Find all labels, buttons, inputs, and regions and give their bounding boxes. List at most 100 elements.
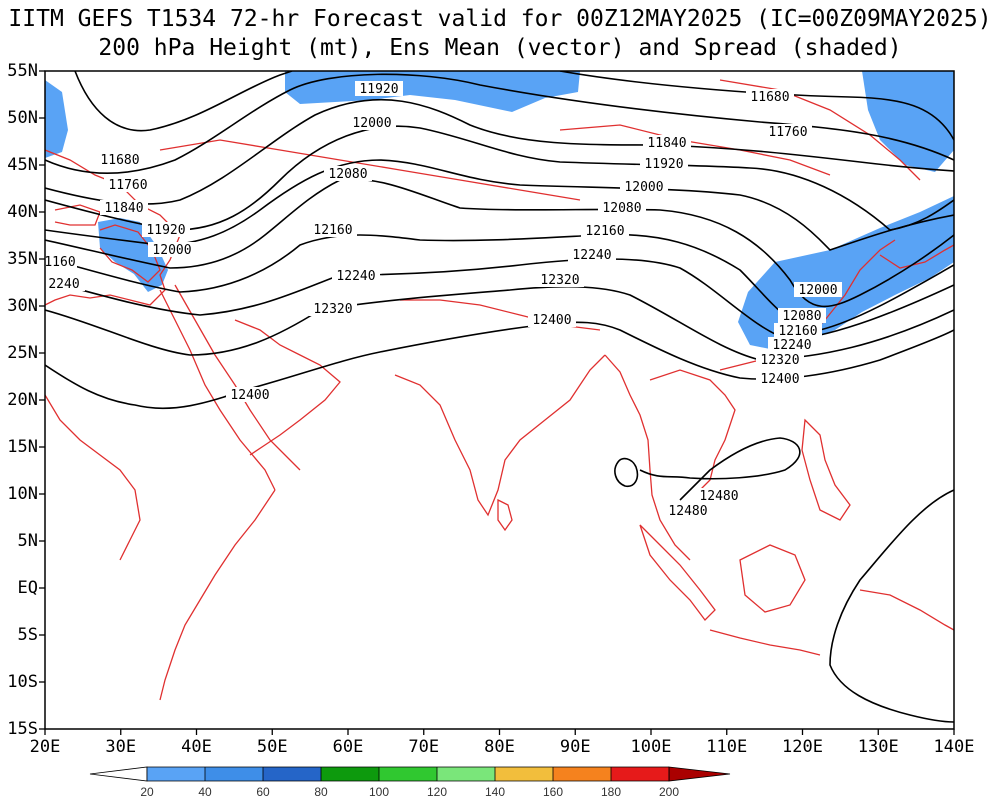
- x-axis-label: 90E: [559, 737, 591, 757]
- contour-southeast: [829, 489, 954, 723]
- chart-title-line1: IITM GEFS T1534 72-hr Forecast valid for…: [8, 6, 992, 32]
- contour-label: 11840: [104, 201, 143, 216]
- coast-borneo: [739, 544, 806, 613]
- contour-label-group-11840: 11840 11840: [100, 135, 691, 216]
- border-central-asia: [159, 139, 581, 201]
- coast-indochina: [649, 369, 736, 491]
- contour-label-group-11680: 11680 11680: [96, 89, 794, 168]
- contour-label: 12240: [572, 248, 611, 263]
- contour-11920: [45, 125, 954, 231]
- contour-label: 12160: [778, 324, 817, 339]
- coast-red-sea-west: [159, 289, 276, 491]
- x-axis-label: 30E: [105, 737, 137, 757]
- contour-label-clipped: 1160: [44, 255, 75, 270]
- x-axis-label: 140E: [933, 737, 975, 757]
- colorbar-tick: 60: [256, 785, 270, 799]
- contour-label: 12080: [782, 309, 821, 324]
- coastlines: [45, 79, 954, 701]
- coast-india: [394, 354, 606, 517]
- y-axis-label: EQ: [17, 578, 38, 598]
- contour-label-group-12240: 12240 12240 12240 2240: [45, 247, 816, 353]
- y-axis-label: 25N: [7, 343, 38, 363]
- coast-red-sea-east: [174, 284, 301, 471]
- coast-java: [709, 629, 821, 656]
- contour-label-group-12160: 12160 12160 12160 1160: [44, 222, 822, 339]
- coast-new-guinea: [859, 589, 954, 631]
- contour-label-group-11920: 11920 11920 11920: [142, 81, 688, 238]
- contour-label: 11760: [108, 178, 147, 193]
- contour-label: 12400: [532, 313, 571, 328]
- x-axis-label: 50E: [256, 737, 288, 757]
- contour-label: 11680: [100, 153, 139, 168]
- coast-bay-bengal-east: [604, 354, 691, 561]
- colorbar: 20 40 60 80 100 120 140 160 180 200: [89, 766, 731, 799]
- contour-label: 12000: [152, 243, 191, 258]
- coast-sri-lanka: [497, 498, 513, 532]
- contour-11680: [74, 71, 954, 141]
- contour-label-group-12000: 12000 12000 12000 12000: [148, 115, 842, 298]
- contour-label-group-12400: 12400 12400 12400: [226, 312, 804, 403]
- coast-korea-japan: [879, 244, 954, 269]
- contour-label: 11840: [647, 136, 686, 151]
- colorbar-box: [321, 767, 379, 781]
- contour-label: 12160: [585, 224, 624, 239]
- colorbar-box: [147, 767, 205, 781]
- axis-ticks: [39, 70, 955, 735]
- chart-title-line2: 200 hPa Height (mt), Ens Mean (vector) a…: [98, 35, 902, 61]
- colorbar-box: [379, 767, 437, 781]
- y-axis-label: 20N: [7, 390, 38, 410]
- colorbar-tick: 100: [369, 785, 389, 799]
- contour-label: 12080: [602, 201, 641, 216]
- contour-label-group-12080: 12080 12080 12080: [324, 166, 826, 324]
- spread-area-west: [45, 80, 68, 158]
- colorbar-tick: 140: [485, 785, 505, 799]
- contour-label: 12240: [772, 338, 811, 353]
- x-axis-label: 100E: [630, 737, 672, 757]
- border-mongolia: [559, 124, 831, 176]
- colorbar-box: [495, 767, 553, 781]
- y-axis-label: 10S: [7, 672, 38, 692]
- contour-label-group-12480: 12480 12480: [664, 488, 743, 519]
- y-axis-label: 5N: [17, 531, 38, 551]
- y-axis-label: 5S: [17, 625, 38, 645]
- contour-label-group-11760: 11760 11760: [104, 124, 812, 193]
- colorbar-box: [437, 767, 495, 781]
- x-axis-label: 60E: [332, 737, 364, 757]
- colorbar-tick: 20: [140, 785, 154, 799]
- contour-11840: [45, 98, 954, 205]
- x-axis-label: 70E: [408, 737, 440, 757]
- contour-label: 12080: [328, 167, 367, 182]
- coast-black-sea: [54, 204, 101, 226]
- x-axis-label: 130E: [857, 737, 899, 757]
- contour-11760: [45, 73, 954, 174]
- x-axis-label: 40E: [181, 737, 212, 757]
- contour-label: 12000: [798, 283, 837, 298]
- colorbar-tick: 120: [427, 785, 447, 799]
- colorbar-tick: 80: [314, 785, 328, 799]
- contour-12480-main: [639, 437, 801, 501]
- colorbar-high-arrow: [668, 766, 731, 782]
- colorbar-tick: 200: [659, 785, 679, 799]
- contour-label: 12480: [668, 504, 707, 519]
- y-axis-label: 35N: [7, 249, 38, 269]
- contour-label: 11920: [359, 82, 398, 97]
- colorbar-box: [205, 767, 263, 781]
- colorbar-box: [611, 767, 669, 781]
- coast-arabia: [234, 319, 341, 456]
- contour-label: 11920: [644, 157, 683, 172]
- y-axis-label: 30N: [7, 296, 38, 316]
- colorbar-box: [553, 767, 611, 781]
- contour-label: 11920: [146, 223, 185, 238]
- y-axis-label: 15S: [7, 719, 38, 739]
- spread-area-caspian: [98, 218, 168, 292]
- contour-label: 12480: [699, 489, 738, 504]
- y-axis-label: 40N: [7, 202, 38, 222]
- y-axis-label: 55N: [7, 61, 38, 81]
- contour-label: 12320: [313, 302, 352, 317]
- coast-sumatra: [639, 524, 716, 621]
- contour-label: 12400: [760, 372, 799, 387]
- contour-label-group-12320: 12320 12320 12320: [309, 272, 804, 368]
- contour-label-clipped: 2240: [48, 277, 79, 292]
- contour-label-layer: 11680 11680 11760 11760 11840 11840 1192…: [44, 81, 842, 519]
